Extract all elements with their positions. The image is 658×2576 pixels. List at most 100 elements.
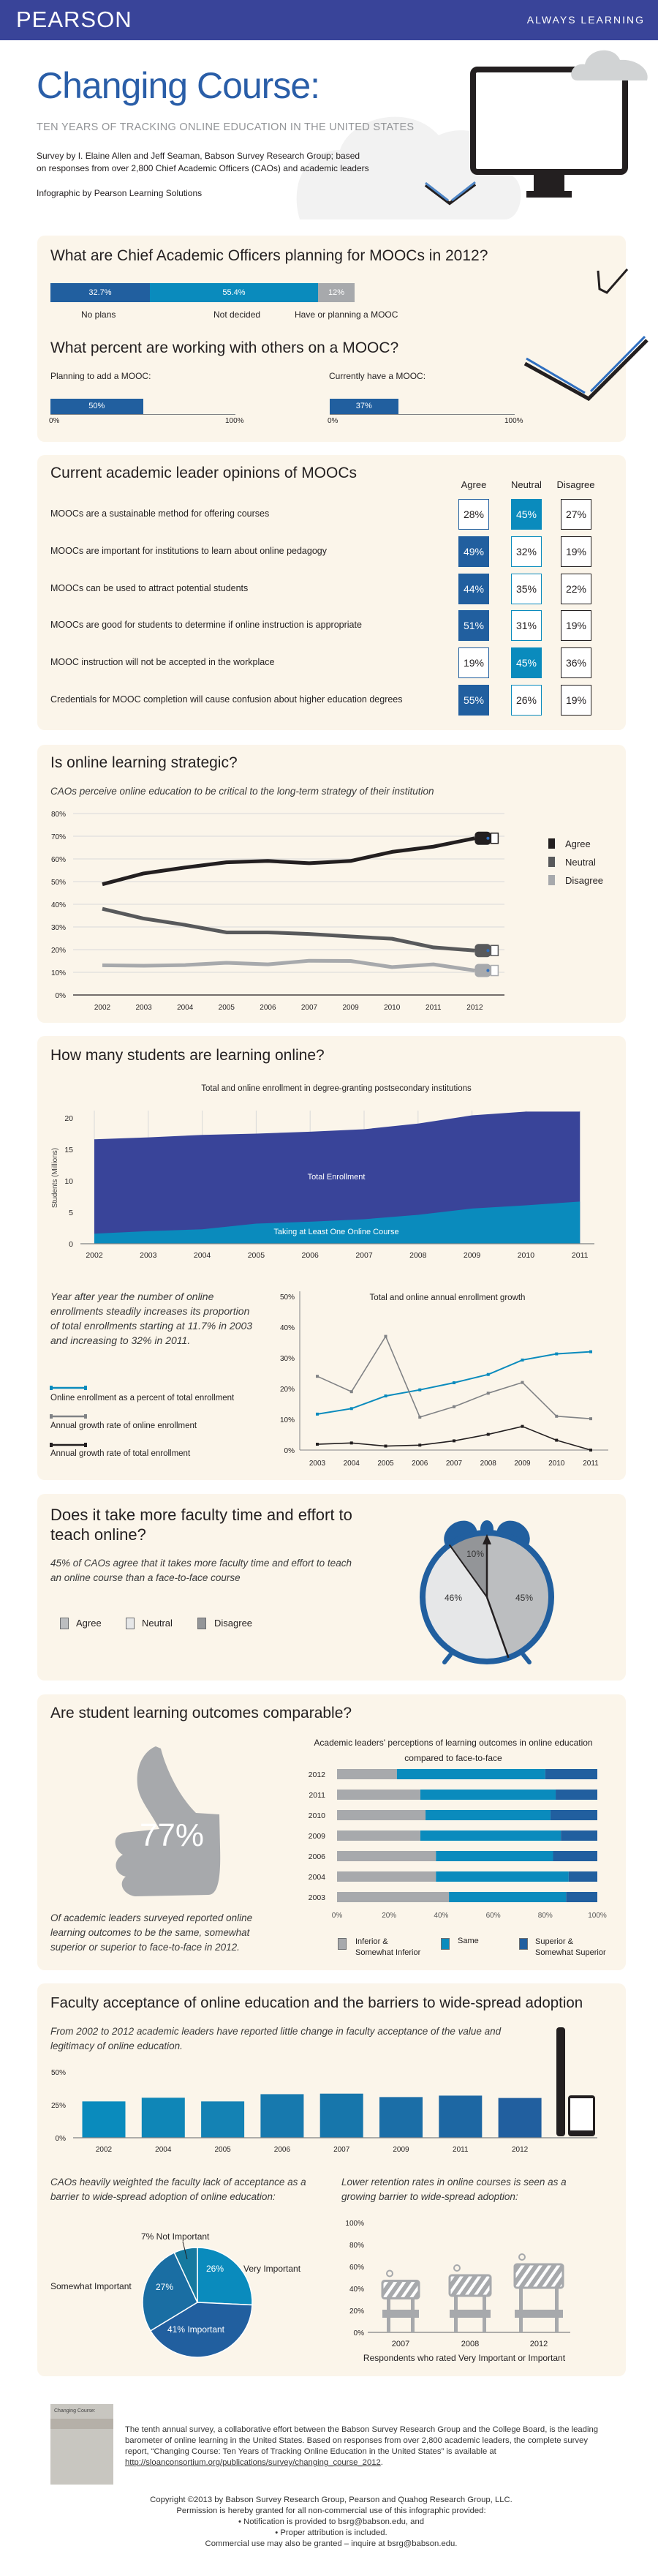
- legend-online-growth: Annual growth rate of online enrollment: [50, 1422, 197, 1430]
- usb-plug-body: [474, 831, 491, 845]
- y-tick-label: 30%: [280, 1355, 295, 1363]
- monitor-icon: [470, 67, 628, 175]
- pie-slice-agree: [487, 1533, 551, 1658]
- opinion-value-agree: 55%: [458, 685, 489, 716]
- report-link[interactable]: http://sloanconsortium.org/publications/…: [125, 2458, 381, 2467]
- pearson-header-bar: [0, 0, 658, 40]
- book-pages: [425, 181, 476, 202]
- survey-credit-line2: on responses from over 2,800 Chief Acade…: [37, 163, 369, 173]
- infographic-credit: Infographic by Pearson Learning Solution…: [37, 188, 203, 198]
- footer-about: The tenth annual survey, a collaborative…: [125, 2425, 599, 2467]
- clock-pie-chart: 45% 46% 10%: [420, 1520, 554, 1664]
- data-point: [316, 1443, 319, 1446]
- pie-value-label: 26%: [206, 2264, 224, 2274]
- opinion-value-agree: 49%: [458, 536, 489, 567]
- report-cover-thumbnail[interactable]: Changing Course:: [50, 2404, 113, 2485]
- chart-title: Total and online annual enrollment growt…: [370, 1293, 526, 1302]
- barricade-lamp: [518, 2253, 526, 2261]
- x-tick-label: 2009: [393, 2146, 409, 2154]
- data-point: [486, 1432, 490, 1436]
- x-tick-label: 2007: [355, 1251, 373, 1260]
- data-point: [521, 1424, 524, 1428]
- usb-plug-connector: [490, 945, 499, 956]
- opinion-statement: MOOCs can be used to attract potential s…: [50, 583, 249, 593]
- barricade-board: [381, 2280, 420, 2299]
- y-tick-label: 60%: [51, 856, 66, 864]
- x-tick-label: 2010: [548, 1460, 565, 1468]
- data-point: [418, 1388, 422, 1392]
- x-tick-label: 60%: [486, 1912, 501, 1920]
- students-card: [37, 1036, 626, 1480]
- y-tick-label: 40%: [280, 1324, 295, 1332]
- x-tick-label: 2008: [409, 1251, 427, 1260]
- x-tick-label: 2006: [412, 1460, 428, 1468]
- barricade-icon: [513, 2253, 564, 2332]
- y-tick-label: 50%: [51, 879, 66, 887]
- clock-foot: [521, 1653, 532, 1664]
- y-tick-label: 40%: [51, 901, 66, 909]
- y-category-label: 2012: [309, 1770, 326, 1779]
- enrollment-area-chart: 2002 2003 2004 2005 2006 2007 2008 2009 2010 2011…: [51, 1084, 594, 1260]
- axis-max-label: 100%: [225, 417, 244, 425]
- book-pages: [526, 335, 646, 394]
- tablet-screen: [570, 2098, 593, 2130]
- page-subtitle: TEN YEARS OF TRACKING ONLINE EDUCATION I…: [37, 121, 415, 133]
- pearson-logo[interactable]: PEARSON: [16, 7, 132, 32]
- students-paragraph: Year after year the number of online enr…: [50, 1291, 253, 1346]
- legend-line-cap: [50, 1443, 53, 1447]
- legend-swatch-agree: [60, 1618, 69, 1629]
- usb-plug-dot: [486, 969, 490, 972]
- bar: [498, 2098, 542, 2138]
- x-tick-label: 2008: [480, 1460, 497, 1468]
- bar: [201, 2101, 245, 2138]
- thumbs-up-icon: 77%: [115, 1746, 221, 1896]
- copyright-block: Copyright ©2013 by Babson Survey Researc…: [73, 2495, 589, 2550]
- data-point: [521, 1381, 524, 1384]
- tagline: ALWAYS LEARNING: [526, 14, 645, 26]
- planning-mooc-label: Planning to add a MOOC:: [50, 371, 151, 381]
- opinion-statement: MOOCs are important for institutions to …: [50, 546, 327, 556]
- data-point: [555, 1438, 559, 1442]
- x-tick-label: 2008: [461, 2340, 479, 2348]
- barricade-icon: [448, 2264, 492, 2332]
- data-point: [384, 1444, 387, 1448]
- x-tick-label: 2004: [155, 2146, 172, 2154]
- opinion-value-neutral: 26%: [511, 685, 542, 716]
- legend-disagree: Disagree: [214, 1618, 253, 1629]
- x-tick-label: 2011: [572, 1251, 589, 1260]
- students-title: How many students are learning online?: [50, 1047, 325, 1064]
- monitor-base: [526, 191, 572, 198]
- data-point: [316, 1375, 319, 1378]
- barricade-leg: [483, 2275, 486, 2332]
- legend-inferior: Inferior & Somewhat Inferior: [355, 1937, 421, 1957]
- column-agree: Agree: [461, 479, 487, 490]
- segment-label-not-decided: Not decided: [213, 309, 261, 320]
- bullet-attribution: • Proper attribution is included.: [275, 2528, 387, 2537]
- area-label-online: Taking at Least One Online Course: [273, 1228, 398, 1236]
- pie-label: 46%: [445, 1593, 462, 1603]
- opinion-value-disagree: 19%: [561, 610, 591, 641]
- clock-hand-hour: [485, 1596, 510, 1659]
- opinion-value-agree: 51%: [458, 610, 489, 641]
- opinion-value-disagree: 19%: [561, 536, 591, 567]
- y-tick-label: 5: [69, 1209, 73, 1217]
- axis-min-label: 0%: [49, 417, 60, 425]
- legend-swatch-inferior: [338, 1938, 347, 1950]
- bar: [260, 2094, 304, 2138]
- x-tick-label: 2007: [333, 2146, 350, 2154]
- usb-plug-icon: [474, 944, 499, 958]
- acceptance-title: Faculty acceptance of online education a…: [50, 1994, 583, 2011]
- opinion-value-disagree: 19%: [561, 685, 591, 716]
- mooc-plans-title: What are Chief Academic Officers plannin…: [50, 247, 488, 264]
- currently-mooc-track: 37%: [330, 399, 515, 415]
- planning-mooc-bar: 50%: [50, 399, 143, 414]
- usb-plug-dot: [486, 836, 490, 840]
- y-tick-label: 80%: [51, 811, 66, 819]
- survey-credit-line1: Survey by I. Elaine Allen and Jeff Seama…: [37, 151, 360, 161]
- clock-ring: [420, 1530, 554, 1664]
- opinion-value-agree: 28%: [458, 499, 489, 530]
- pie-label-not-important: 7% Not Important: [141, 2231, 210, 2242]
- big-stat-77: 77%: [140, 1817, 204, 1853]
- x-tick-label: 2010: [518, 1251, 535, 1260]
- bar-segment: [436, 1851, 553, 1861]
